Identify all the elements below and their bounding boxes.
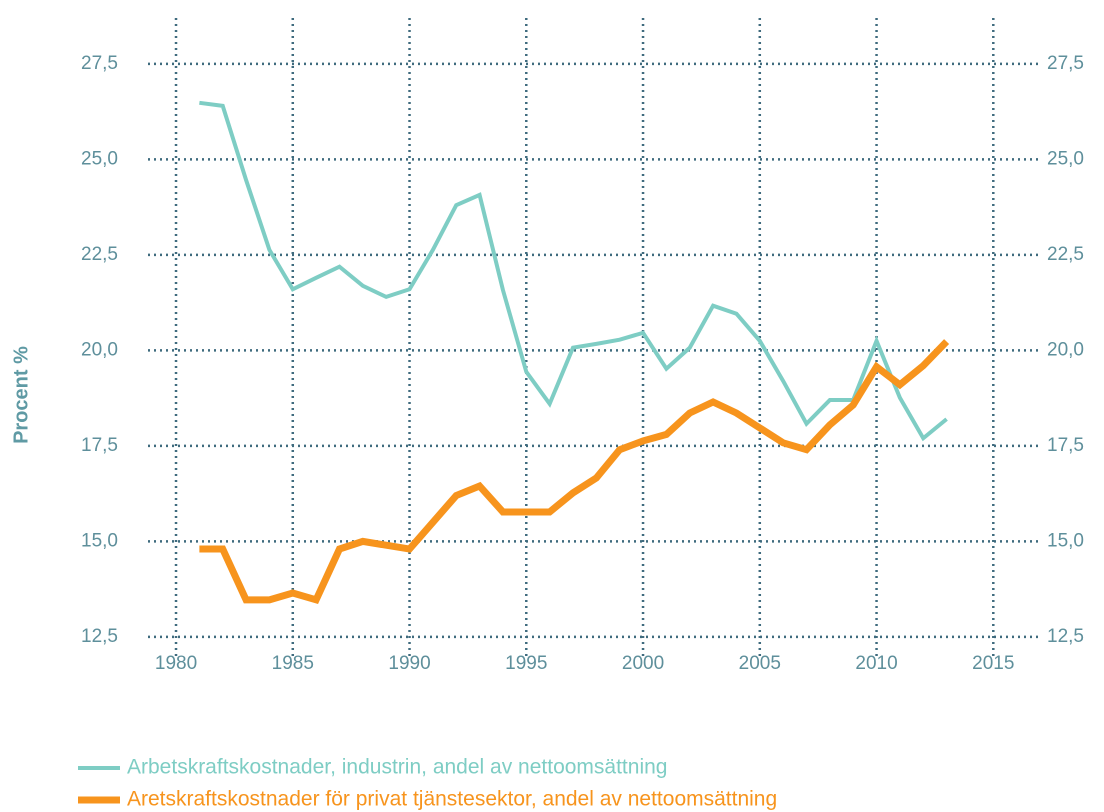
x-tick-label: 1990 — [388, 653, 430, 674]
x-tick-label: 1980 — [155, 653, 197, 674]
y2-tick-label: 25,0 — [1047, 148, 1084, 169]
y-tick-label: 27,5 — [81, 53, 118, 74]
y2-tick-label: 17,5 — [1047, 435, 1084, 456]
legend-label: Arbetskraftskostnader, industrin, andel … — [127, 756, 667, 779]
y-tick-label: 22,5 — [81, 244, 118, 265]
x-tick-label: 2015 — [972, 653, 1014, 674]
y2-tick-label: 27,5 — [1047, 53, 1084, 74]
y-tick-label: 12,5 — [81, 626, 118, 647]
y2-tick-label: 12,5 — [1047, 626, 1084, 647]
y-tick-label: 20,0 — [81, 339, 118, 360]
x-tick-label: 1995 — [505, 653, 547, 674]
y2-tick-label: 15,0 — [1047, 530, 1084, 551]
y-tick-label: 17,5 — [81, 435, 118, 456]
x-tick-label: 2005 — [739, 653, 781, 674]
y-axis-label: Procent % — [10, 346, 32, 444]
y2-tick-label: 20,0 — [1047, 339, 1084, 360]
x-tick-label: 2000 — [622, 653, 664, 674]
y-tick-label: 25,0 — [81, 148, 118, 169]
x-tick-label: 2010 — [855, 653, 897, 674]
y2-tick-label: 22,5 — [1047, 244, 1084, 265]
x-tick-label: 1985 — [272, 653, 314, 674]
legend-label: Aretskraftskostnader för privat tjänstes… — [127, 788, 777, 811]
y-tick-label: 15,0 — [81, 530, 118, 551]
line — [199, 100, 948, 442]
line — [199, 339, 950, 605]
